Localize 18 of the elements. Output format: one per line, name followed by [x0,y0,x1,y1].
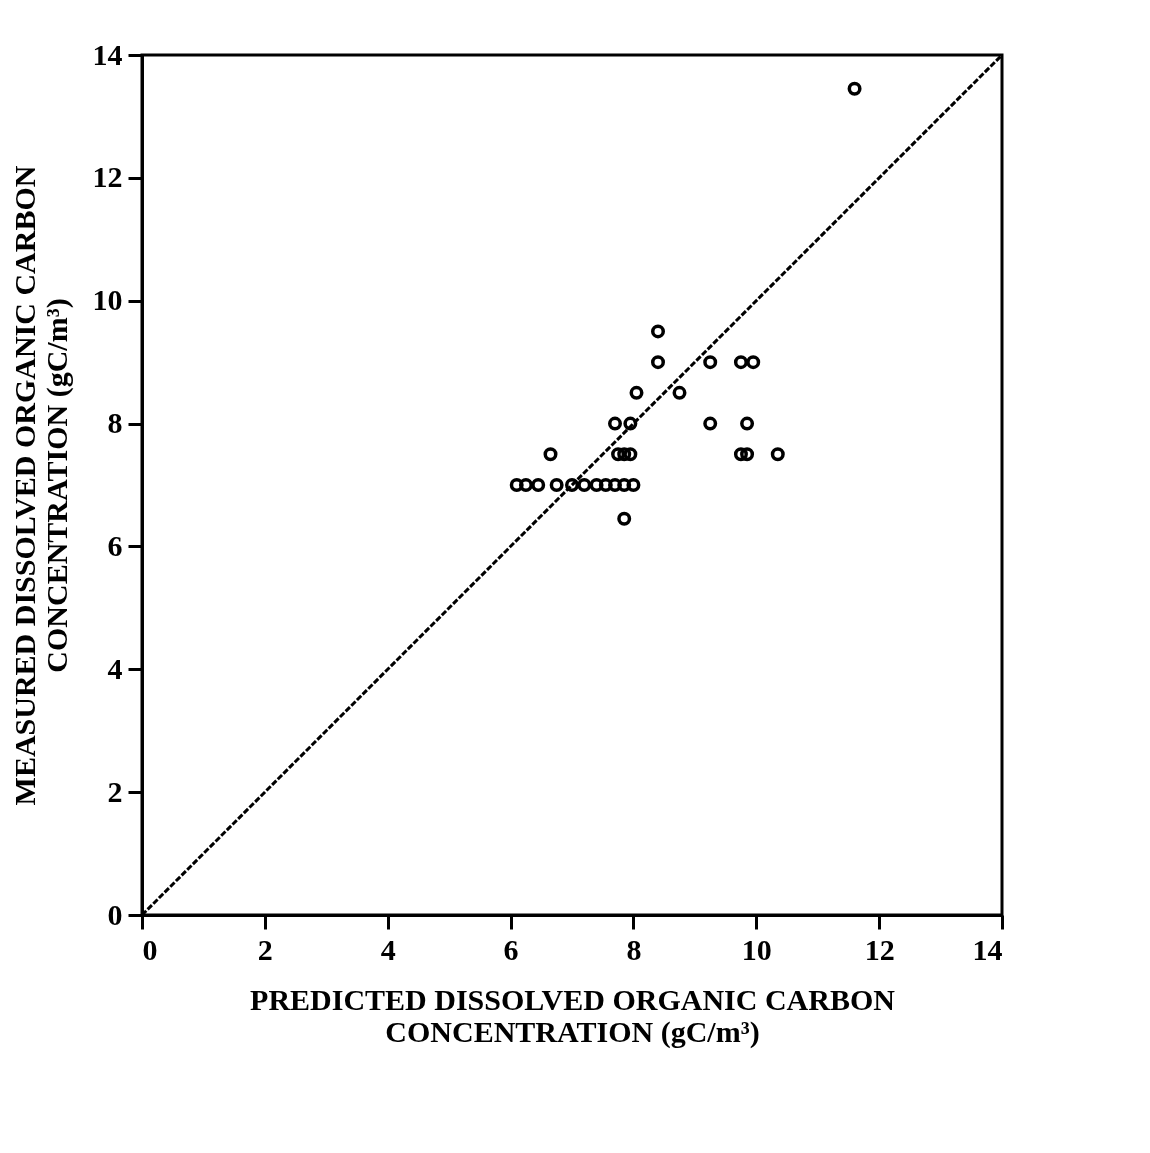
x-tick-label: 10 [741,932,772,966]
x-tick-label: 8 [626,932,642,966]
y-tick-label: 0 [107,897,123,931]
y-tick-label: 4 [107,651,123,685]
y-tick-label: 10 [92,283,123,317]
x-tick-label: 14 [972,932,1003,966]
y-tick-label: 12 [92,160,123,194]
y-tick-label: 8 [107,406,123,440]
y-tick-label: 14 [92,37,123,71]
x-axis-title: PREDICTED DISSOLVED ORGANIC CARBON CONCENTRATION (gC/m³) [250,982,896,1049]
y-tick-label: 2 [107,774,123,808]
x-tick-label: 0 [142,932,158,966]
x-tick-label: 2 [257,932,273,966]
x-tick-label: 6 [503,932,519,966]
x-tick-label: 12 [864,932,895,966]
y-tick-label: 6 [107,528,123,562]
y-axis-title: MEASURED DISSOLVED ORGANIC CARBON CONCENTRATION (gC/m³) [7,165,74,806]
x-tick-label: 4 [380,932,396,966]
